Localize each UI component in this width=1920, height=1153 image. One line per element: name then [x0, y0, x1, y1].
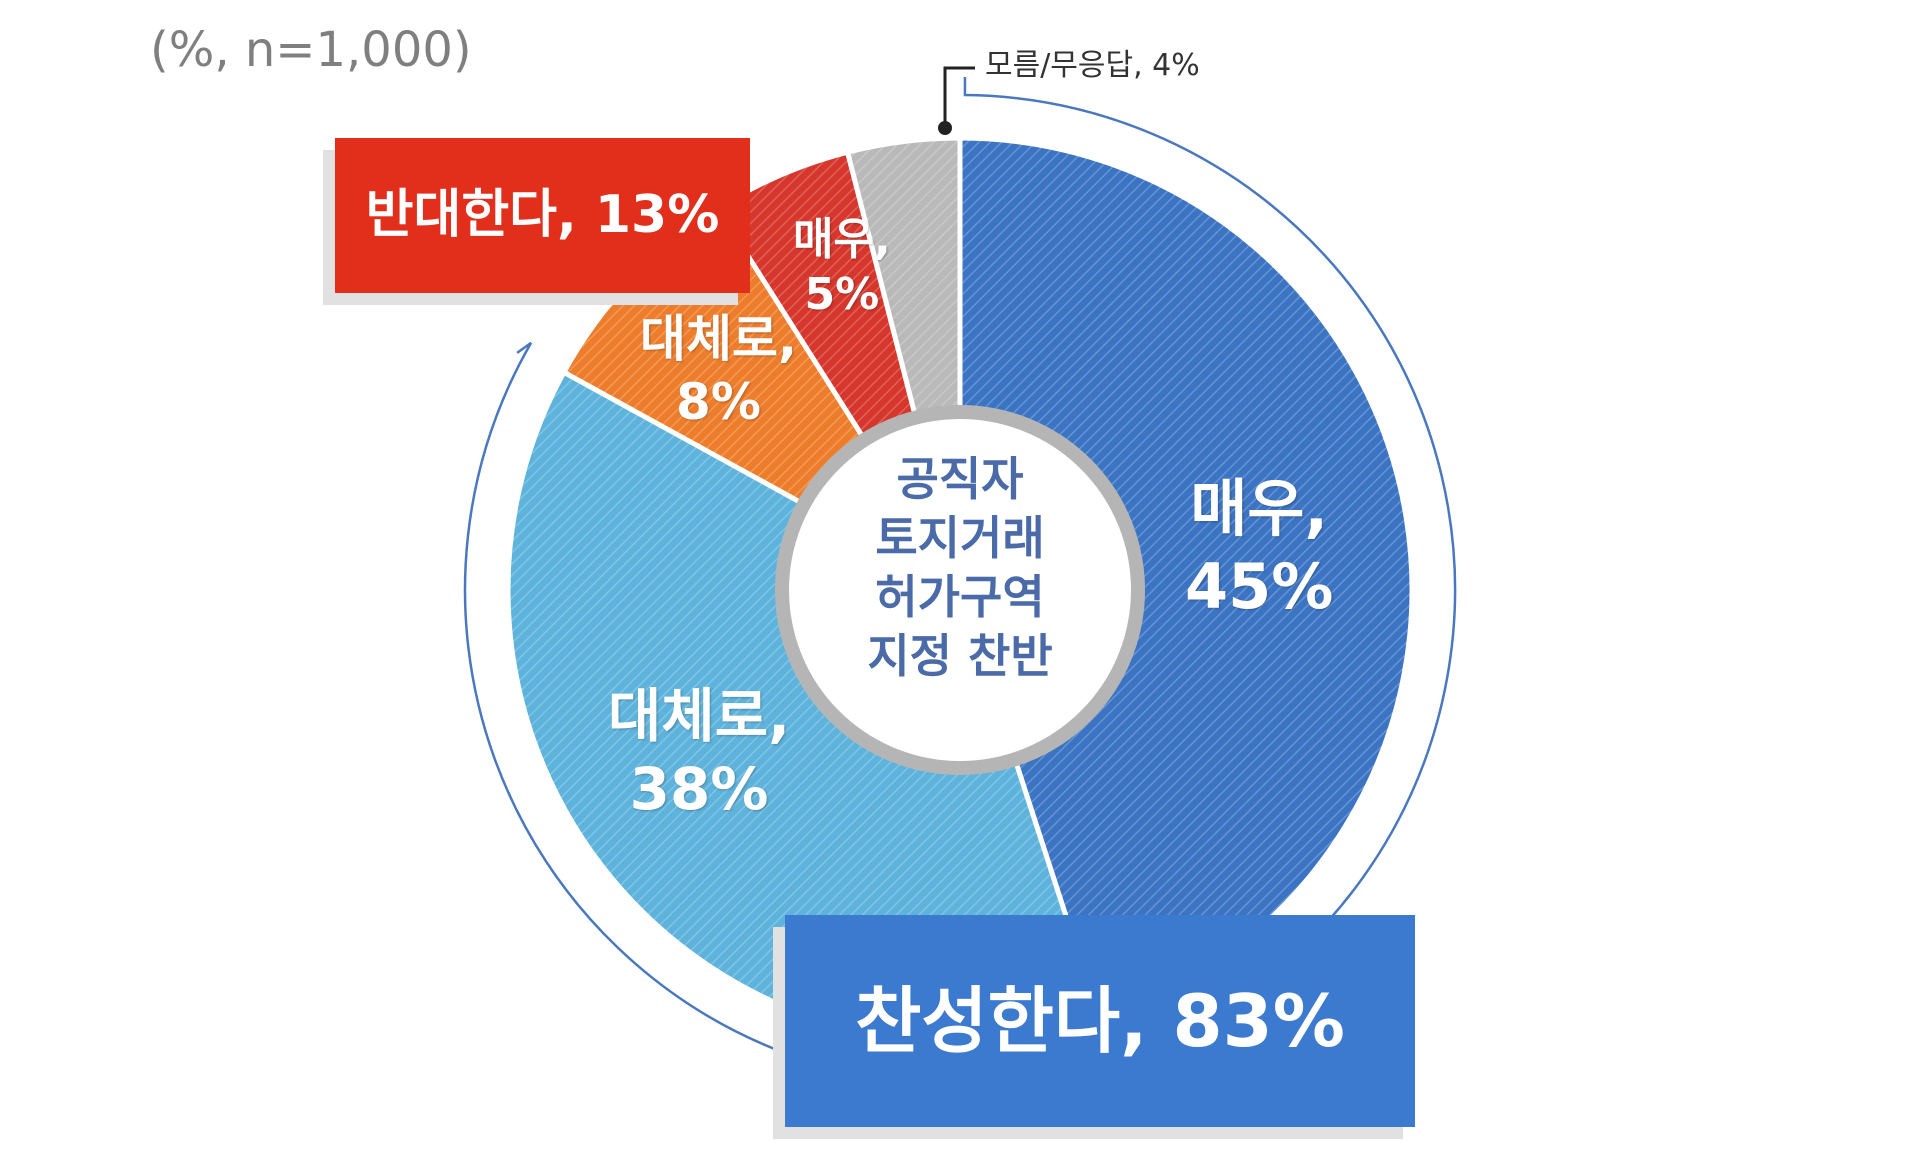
strong-support-label-name: 매우, — [1190, 472, 1329, 545]
dont-know-label: 모름/무응답, 4% — [985, 48, 1200, 83]
somewhat-oppose-label: 대체로, 8% — [640, 308, 797, 433]
oppose-total-callout: 반대한다, 13% — [335, 138, 750, 293]
center-title-line-4: 지정 찬반 — [867, 628, 1053, 683]
dont-know-leader-dot — [938, 121, 952, 135]
center-disc — [775, 405, 1145, 775]
strong-oppose-label-value: 5% — [804, 269, 880, 320]
somewhat-support-label-value: 38% — [629, 754, 769, 823]
center-title-line-1: 공직자 — [896, 452, 1024, 506]
strong-oppose-label: 매우, 5% — [793, 212, 891, 322]
strong-support-label: 매우, 45% — [1185, 470, 1333, 625]
dont-know-leader-line — [943, 66, 975, 128]
center-title: 공직자 토지거래 허가구역 지정 찬반 — [830, 450, 1090, 686]
slice-somewhat-support-hatch — [508, 372, 1100, 1043]
center-title-line-2: 토지거래 — [875, 510, 1045, 565]
center-title-line-3: 허가구역 — [875, 569, 1045, 624]
somewhat-oppose-label-value: 8% — [676, 372, 761, 431]
slice-strong-support-hatch — [960, 138, 1412, 1020]
strong-oppose-label-name: 매우, — [793, 214, 891, 265]
somewhat-support-label: 대체로, 38% — [608, 680, 790, 825]
somewhat-support-label-name: 대체로, — [608, 682, 791, 750]
sample-note: (%, n=1,000) — [150, 22, 472, 78]
strong-support-label-value: 45% — [1185, 549, 1334, 623]
support-total-callout: 찬성한다, 83% — [785, 915, 1415, 1127]
somewhat-oppose-label-name: 대체로, — [640, 310, 797, 368]
